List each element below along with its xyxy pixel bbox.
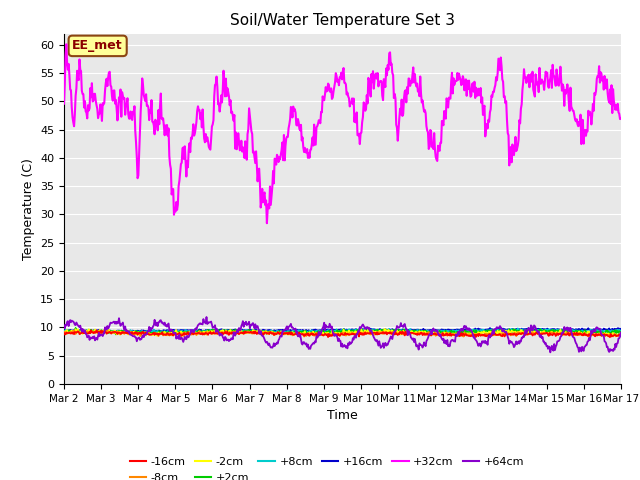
Legend: -16cm, -8cm, -2cm, +2cm, +8cm, +16cm, +32cm, +64cm: -16cm, -8cm, -2cm, +2cm, +8cm, +16cm, +3… bbox=[125, 453, 529, 480]
Title: Soil/Water Temperature Set 3: Soil/Water Temperature Set 3 bbox=[230, 13, 455, 28]
X-axis label: Time: Time bbox=[327, 409, 358, 422]
Y-axis label: Temperature (C): Temperature (C) bbox=[22, 158, 35, 260]
Text: EE_met: EE_met bbox=[72, 39, 123, 52]
